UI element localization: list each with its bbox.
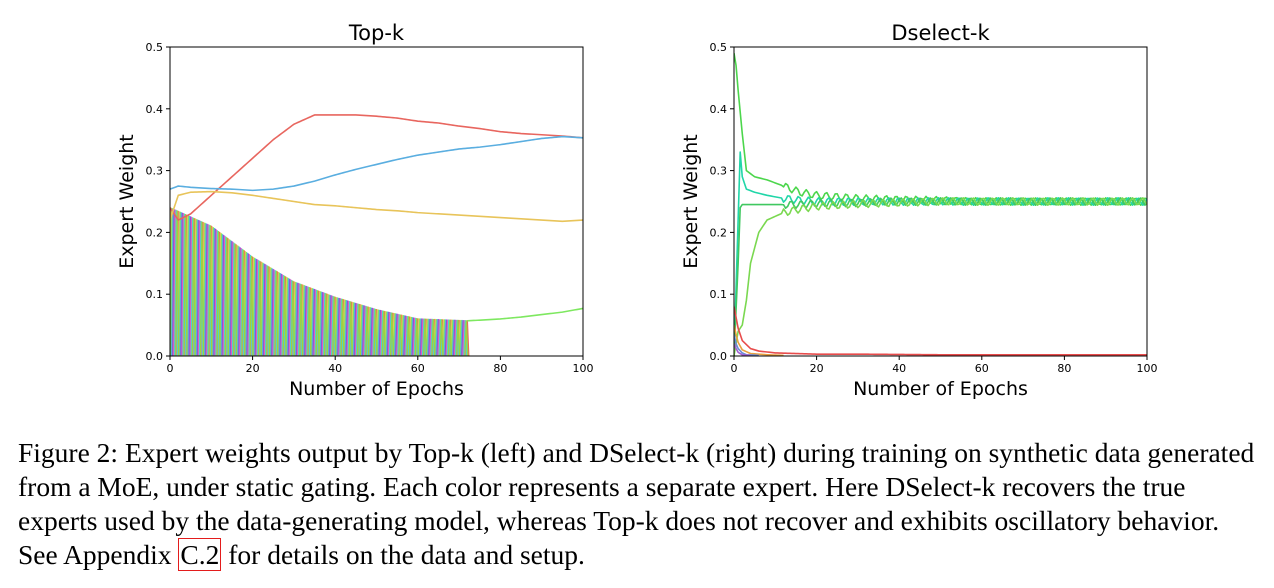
x-tick-label: 60 <box>975 362 989 375</box>
x-tick-label: 0 <box>731 362 738 375</box>
appendix-link[interactable]: C.2 <box>178 538 222 571</box>
series-line-3 <box>734 196 1147 356</box>
series-line-0 <box>170 114 583 221</box>
y-tick-label: 0.2 <box>710 226 728 239</box>
series-line-2 <box>734 197 1147 356</box>
plot-frame <box>169 46 584 357</box>
x-tick-label: 60 <box>411 362 425 375</box>
x-tick-label: 100 <box>1137 362 1158 375</box>
x-tick-label: 100 <box>573 362 594 375</box>
y-tick-label: 0.2 <box>146 226 164 239</box>
y-tick-label: 0.1 <box>146 288 164 301</box>
y-tick-label: 0.3 <box>146 165 164 178</box>
y-tick-label: 0.5 <box>710 41 728 54</box>
plot-area <box>734 53 1147 356</box>
y-tick-label: 0.0 <box>146 350 164 363</box>
series-line-3 <box>467 307 583 322</box>
y-axis-label: Expert Weight <box>680 134 702 269</box>
x-tick-label: 40 <box>892 362 906 375</box>
y-tick-label: 0.1 <box>710 288 728 301</box>
caption-text-end: for details on the data and setup. <box>221 539 585 570</box>
y-axis-label: Expert Weight <box>116 134 138 269</box>
x-axis-label: Number of Epochs <box>853 378 1028 400</box>
y-tick-label: 0.4 <box>710 103 728 116</box>
x-tick-label: 20 <box>246 362 260 375</box>
y-tick-label: 0.0 <box>710 350 728 363</box>
y-tick-label: 0.5 <box>146 41 164 54</box>
caption-text: Figure 2: Expert weights output by Top-k… <box>18 437 1255 570</box>
chart-title: Top-k <box>348 21 405 45</box>
series-line-4 <box>734 306 1147 356</box>
figure-caption: Figure 2: Expert weights output by Top-k… <box>18 436 1263 572</box>
x-tick-label: 20 <box>810 362 824 375</box>
dselect-k-chart: 0 20 40 60 80 100 0.0 0.1 0.2 0.3 0.4 0.5 Dselect-k N… <box>680 21 1158 400</box>
figure: 0 20 40 60 80 100 0.0 0.1 0.2 0.3 0.4 0.5 Top-k Numbe… <box>116 21 1158 400</box>
y-tick-label: 0.4 <box>146 103 164 116</box>
x-tick-label: 40 <box>328 362 342 375</box>
x-tick-label: 80 <box>1057 362 1071 375</box>
x-axis-label: Number of Epochs <box>289 378 464 400</box>
chart-title: Dselect-k <box>891 21 990 45</box>
series-line-1 <box>734 151 1147 356</box>
series-line-2 <box>170 190 583 223</box>
x-tick-label: 0 <box>167 362 174 375</box>
series-line-7 <box>734 343 751 356</box>
series-line-5 <box>734 324 784 356</box>
series-line-0 <box>734 53 1147 207</box>
y-tick-label: 0.3 <box>710 165 728 178</box>
plot-area <box>170 114 583 356</box>
x-tick-label: 80 <box>493 362 507 375</box>
top-k-chart: 0 20 40 60 80 100 0.0 0.1 0.2 0.3 0.4 0.5 Top-k Numbe… <box>116 21 594 400</box>
plot-frame <box>733 46 1148 357</box>
series-line-1 <box>170 135 583 192</box>
